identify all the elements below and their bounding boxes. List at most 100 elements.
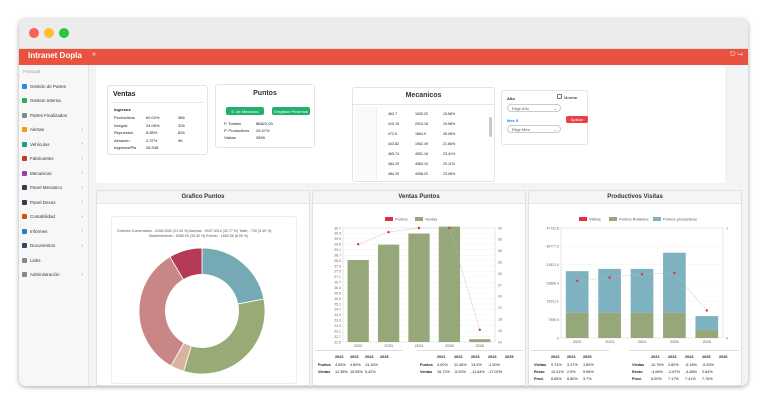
sidebar-item[interactable]: Contabilidad › [22,212,86,222]
sidebar-item[interactable]: Administración › [22,270,86,280]
sidebar-item[interactable]: Gestión de Partes [22,81,86,91]
line-point[interactable] [357,243,360,246]
sidebar-item[interactable]: Panel Mecanico › [22,183,86,193]
briefcase-icon [22,98,27,103]
puntos-title: Puntos [253,90,277,97]
chevron-down-icon: ⌄ [553,126,557,132]
mecanicos-cell: 19.56% [443,122,456,126]
table-cell: 8.65% [551,377,562,381]
grafico-puntos-panel: Grafico Puntos Ordenes Comerciales - 410… [96,190,310,386]
chevron-right-icon: › [81,126,83,133]
productivos-visitas-title: Productivos Visitas [529,191,741,204]
anio-label: Año [507,96,515,101]
sidebar-item[interactable]: Panel Dexus › [22,197,86,207]
dashboard-icon [22,185,27,190]
y2-tick-label: 33 [498,261,502,265]
ventas-row-percent: 60.02% [146,115,160,120]
bar[interactable] [408,233,430,342]
legend-label: Puntos [395,217,407,222]
table-header: 2023 [350,355,359,359]
sidebar-item[interactable]: Links [22,255,86,265]
bar[interactable] [377,244,400,342]
bar[interactable] [630,268,654,313]
table-cell: 7.17% [668,377,679,381]
sidebar-item[interactable]: Informes › [22,226,86,236]
ventas-title: Ventas [113,91,136,98]
aplicar-button[interactable]: Aplicar [566,116,588,123]
y-tick-label: 0 [557,336,559,340]
line-point[interactable] [640,273,644,276]
y2-tick-label: 18 [498,318,502,322]
line-point[interactable] [705,309,708,312]
minimize-window-button[interactable] [44,28,54,38]
top-navbar: Intranet Dopla « ⎋ ↪ [19,49,748,65]
mecanicos-cell: 23.41% [443,152,456,156]
line-point[interactable] [417,226,421,230]
ventas-row-label: Almacen [114,137,130,143]
bar[interactable] [347,259,369,342]
sidebar-item[interactable]: Gestion Interna [22,96,86,106]
y-tick-label: 27.5 [334,270,341,274]
ventas-row-label: Repuestos [114,130,134,135]
table-cell: 9.74% [551,363,562,367]
maximize-window-button[interactable] [59,28,69,38]
logout-icon[interactable]: ⎋ ↪ [729,51,743,58]
mecanicos-scrollbar[interactable] [489,117,492,137]
ventas-row-count: 326 [178,122,185,128]
bar[interactable] [438,226,461,342]
mecanicos-cell: 2924.18 [415,122,428,126]
bar[interactable] [598,268,621,313]
ventas-head: Ingresos [114,107,131,112]
sidebar-item[interactable]: Alertas › [22,125,86,135]
ventas-row-percent: 28.348 [146,145,159,150]
brand-logo[interactable]: Intranet Dopla [28,51,82,60]
bar[interactable] [598,312,621,338]
bar[interactable] [469,339,491,342]
sidebar-item-label: Partes Finalizados [30,112,68,118]
line-point[interactable] [673,271,676,275]
bar[interactable] [565,312,589,338]
table-header: 2026 [719,355,728,359]
bar[interactable] [663,312,686,338]
proximos-button[interactable]: Eregistar Proximos [272,107,310,115]
link-icon [22,257,27,263]
bell-icon [22,127,27,132]
close-window-button[interactable] [29,28,39,38]
bar[interactable] [630,312,654,338]
bar[interactable] [695,316,719,330]
line-point[interactable] [448,226,451,230]
sidebar-item[interactable]: Documentos › [22,241,86,251]
mecanico-button[interactable]: S. de Mecanico [226,107,264,115]
sidebar-item[interactable]: Fabricantes › [22,154,86,164]
bar[interactable] [663,252,686,313]
table-cell: 7.41% [685,377,696,381]
y2-tick-label: 15 [498,329,502,333]
anio-select[interactable]: Elige Año ⌄ [507,104,561,112]
table-cell: 1.89% [583,363,594,367]
line-point[interactable] [478,328,481,331]
mecanicos-cell: 23.06% [443,172,456,176]
line-point[interactable] [608,276,611,279]
y-tick-label: 15911.0 [547,300,559,304]
mostrar-checkbox[interactable] [557,94,562,99]
line-point[interactable] [576,279,579,282]
bar[interactable] [565,271,589,313]
table-cell: 13.16% [365,363,378,367]
mecanicos-cell: 20.11% [443,162,455,166]
table-row-label: Puntos [420,363,433,367]
line-point[interactable] [387,230,390,234]
y-tick-label: 23.9 [334,319,341,323]
puntos-row-value: 25.47% [256,128,270,133]
sidebar-item[interactable]: Partes Finalizados [22,110,86,120]
bar[interactable] [695,329,719,338]
menu-toggle-icon[interactable]: « [92,51,96,58]
mes-select[interactable]: Elige Mes ⌄ [507,125,561,133]
sidebar-item[interactable]: Mecanicos › [22,168,86,178]
mecanicos-cell: 4951.16 [415,152,428,156]
mecanicos-cell: 28.06% [443,132,456,136]
ventas-puntos-chart: 30.7 30.329.9 29.529.128.7 28.327.9 27.527.1… [334,217,502,349]
legend-label: Visitas [589,217,601,222]
sidebar-item[interactable]: Vehículos › [22,139,86,149]
y-tick-label: 26.7 [334,281,341,285]
filtros-card: Año Mostrar Elige Año ⌄ Mes 5 Elige Mes ⌄ … [501,90,588,145]
